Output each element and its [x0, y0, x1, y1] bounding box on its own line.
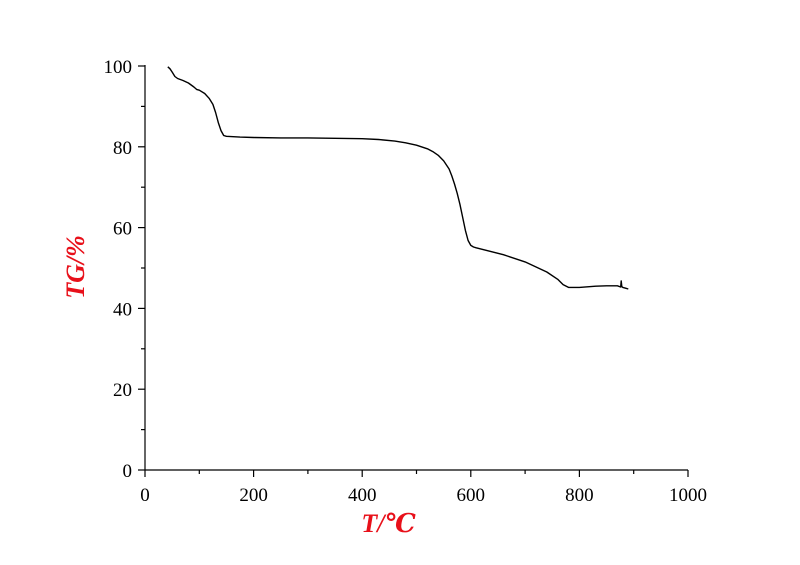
y-axis-title: TG/% [61, 235, 90, 299]
x-axis-title: T/℃ [361, 509, 415, 538]
x-tick-label: 1000 [669, 485, 707, 506]
x-tick-label: 800 [565, 485, 594, 506]
x-tick-label: 0 [140, 485, 150, 506]
y-tick-label: 20 [113, 380, 132, 401]
tg-curve [167, 66, 629, 290]
y-tick-label: 0 [123, 461, 133, 482]
y-ticks: 0 20 40 60 80 100 [104, 57, 145, 482]
x-tick-label: 200 [239, 485, 268, 506]
series-group [167, 66, 629, 290]
axes [144, 65, 688, 471]
y-tick-label: 100 [104, 57, 133, 78]
y-tick-label: 80 [113, 138, 132, 159]
x-tick-label: 400 [348, 485, 377, 506]
y-tick-label: 40 [113, 299, 132, 320]
y-tick-label: 60 [113, 219, 132, 240]
x-ticks: 0 200 400 600 800 1000 [140, 470, 707, 506]
x-tick-label: 600 [457, 485, 486, 506]
